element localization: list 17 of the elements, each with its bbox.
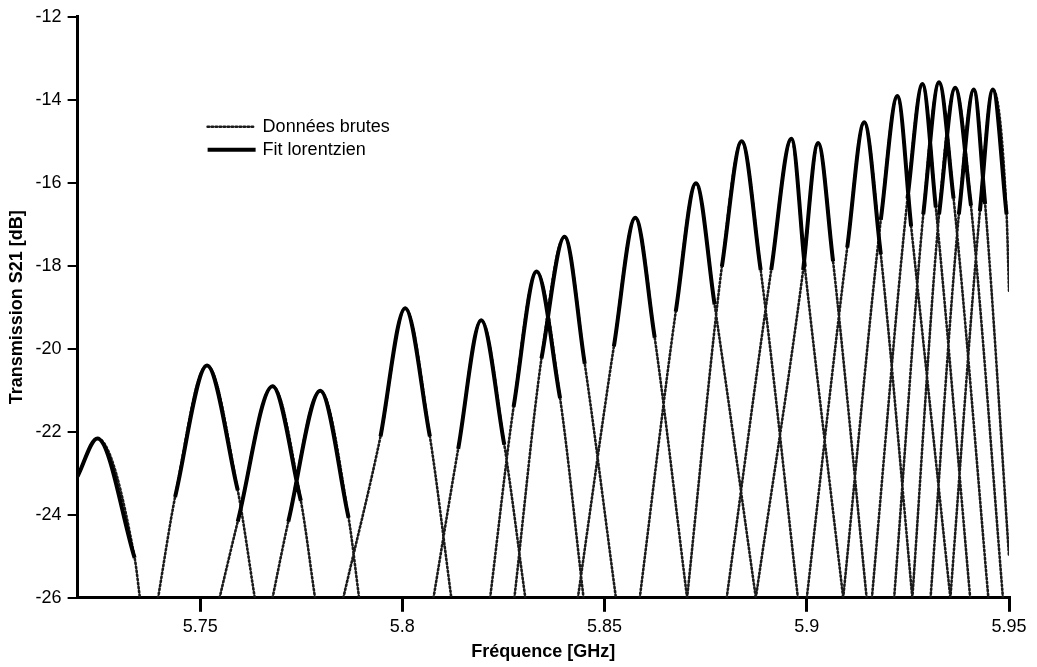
x-tick-label: 5.9 — [794, 615, 820, 636]
y-tick-label: -24 — [35, 503, 62, 524]
x-tick-label: 5.85 — [587, 615, 623, 636]
x-tick-label: 5.95 — [991, 615, 1027, 636]
y-tick-label: -18 — [35, 254, 62, 275]
legend-label: Fit lorentzien — [262, 138, 366, 159]
y-tick-label: -12 — [35, 5, 62, 26]
x-axis-title: Fréquence [GHz] — [471, 641, 616, 662]
x-tick-label: 5.8 — [389, 615, 415, 636]
y-tick-label: -26 — [35, 586, 62, 607]
legend-label: Données brutes — [262, 115, 390, 136]
y-tick-label: -16 — [35, 171, 62, 192]
y-tick-label: -22 — [35, 420, 62, 441]
x-tick-label: 5.75 — [182, 615, 218, 636]
y-tick-label: -20 — [35, 337, 62, 358]
y-tick-label: -14 — [35, 88, 62, 109]
y-axis-title: Transmission S21 [dB] — [5, 210, 26, 405]
